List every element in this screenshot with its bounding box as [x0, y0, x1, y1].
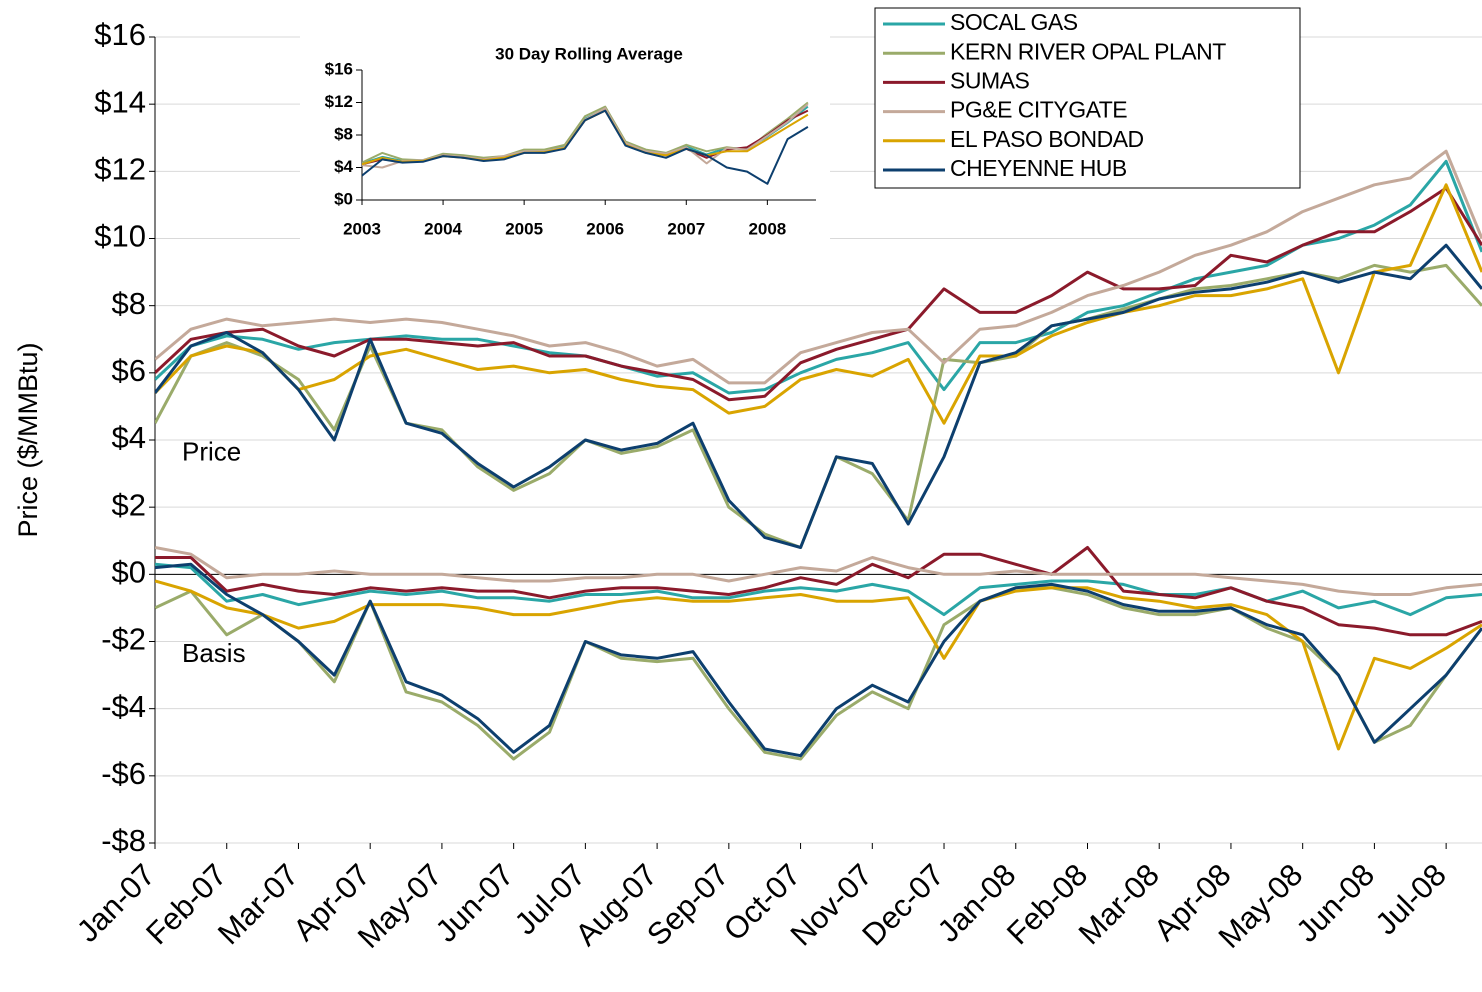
- y-tick-label: $8: [334, 124, 353, 143]
- y-tick-label: -$8: [101, 823, 146, 858]
- series-line: [155, 562, 1482, 758]
- series-line: [155, 546, 1482, 596]
- annotation: Basis: [182, 638, 246, 668]
- y-tick-label: $0: [334, 189, 353, 208]
- y-tick-label: $16: [325, 59, 353, 78]
- y-tick-label: $0: [112, 555, 146, 590]
- y-tick-label: $14: [94, 84, 146, 119]
- x-tick-label: 2003: [343, 219, 381, 238]
- legend-label: PG&E CITYGATE: [950, 97, 1127, 123]
- y-tick-label: -$4: [101, 689, 146, 724]
- series-line: [155, 149, 1482, 385]
- series-line: [155, 546, 1482, 637]
- y-tick-label: $16: [94, 17, 146, 52]
- x-tick-label: 2006: [586, 219, 624, 238]
- legend-label: SUMAS: [950, 67, 1029, 93]
- x-tick-label: 2005: [505, 219, 543, 238]
- series-line: [155, 186, 1482, 402]
- legend-label: SOCAL GAS: [950, 9, 1078, 35]
- annotation: Price: [182, 436, 241, 466]
- legend-box: [874, 7, 1301, 189]
- y-tick-label: $4: [112, 420, 146, 455]
- legend-label: KERN RIVER OPAL PLANT: [950, 38, 1226, 64]
- y-tick-label: $4: [334, 157, 353, 176]
- x-tick-label: 2008: [748, 219, 786, 238]
- series-line: [155, 243, 1482, 549]
- y-tick-label: $2: [112, 487, 146, 522]
- legend-label: CHEYENNE HUB: [950, 155, 1127, 181]
- y-tick-label: $6: [112, 353, 146, 388]
- legend-label: EL PASO BONDAD: [950, 126, 1144, 152]
- y-tick-label: $10: [94, 219, 146, 254]
- series-line: [362, 109, 809, 185]
- x-tick-label: 2004: [424, 219, 462, 238]
- x-tick-label: 2007: [667, 219, 705, 238]
- inset-background: [300, 22, 830, 247]
- series-line: [155, 579, 1482, 751]
- chart-title: 30 Day Rolling Average: [495, 44, 683, 63]
- y-axis-title: Price ($/MMBtu): [13, 342, 43, 537]
- y-tick-label: $12: [325, 92, 353, 111]
- y-tick-label: -$6: [101, 756, 146, 791]
- y-tick-label: $8: [112, 286, 146, 321]
- y-tick-label: $12: [94, 152, 146, 187]
- y-tick-label: -$2: [101, 622, 146, 657]
